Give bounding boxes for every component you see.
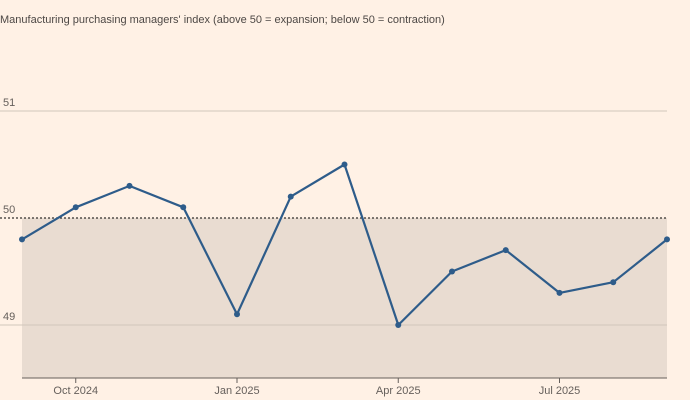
data-point-2024-09 xyxy=(19,236,25,243)
data-point-2025-01 xyxy=(234,311,240,318)
data-point-2024-11 xyxy=(126,182,133,189)
y-tick-label-51: 51 xyxy=(3,97,15,109)
data-point-2025-09 xyxy=(664,236,670,243)
data-point-2024-12 xyxy=(180,204,187,211)
x-tick-label-2024-10: Oct 2024 xyxy=(53,385,98,397)
x-tick-label-2025-04: Apr 2025 xyxy=(376,385,421,397)
data-point-2025-07 xyxy=(556,289,563,296)
data-point-2025-05 xyxy=(449,268,455,275)
contraction-area xyxy=(22,218,667,378)
x-tick-label-2025-01: Jan 2025 xyxy=(214,385,259,397)
data-point-2025-02 xyxy=(287,193,294,200)
chart-subtitle: Manufacturing purchasing managers' index… xyxy=(0,14,445,26)
data-point-2025-03 xyxy=(341,161,348,168)
data-point-2025-06 xyxy=(502,247,509,254)
y-tick-label-49: 49 xyxy=(3,311,15,323)
data-points xyxy=(19,161,670,328)
y-axis-labels: 49 50 51 xyxy=(3,97,15,323)
contraction-zone xyxy=(22,218,667,378)
data-point-2025-04 xyxy=(395,322,402,328)
data-point-2024-10 xyxy=(72,204,79,211)
x-axis-labels: Oct 2024 Jan 2025 Apr 2025 Jul 2025 xyxy=(53,378,580,397)
x-tick-label-2025-07: Jul 2025 xyxy=(539,385,581,397)
data-point-2025-08 xyxy=(610,279,617,286)
gridlines xyxy=(0,110,667,326)
y-tick-label-50: 50 xyxy=(3,204,15,216)
